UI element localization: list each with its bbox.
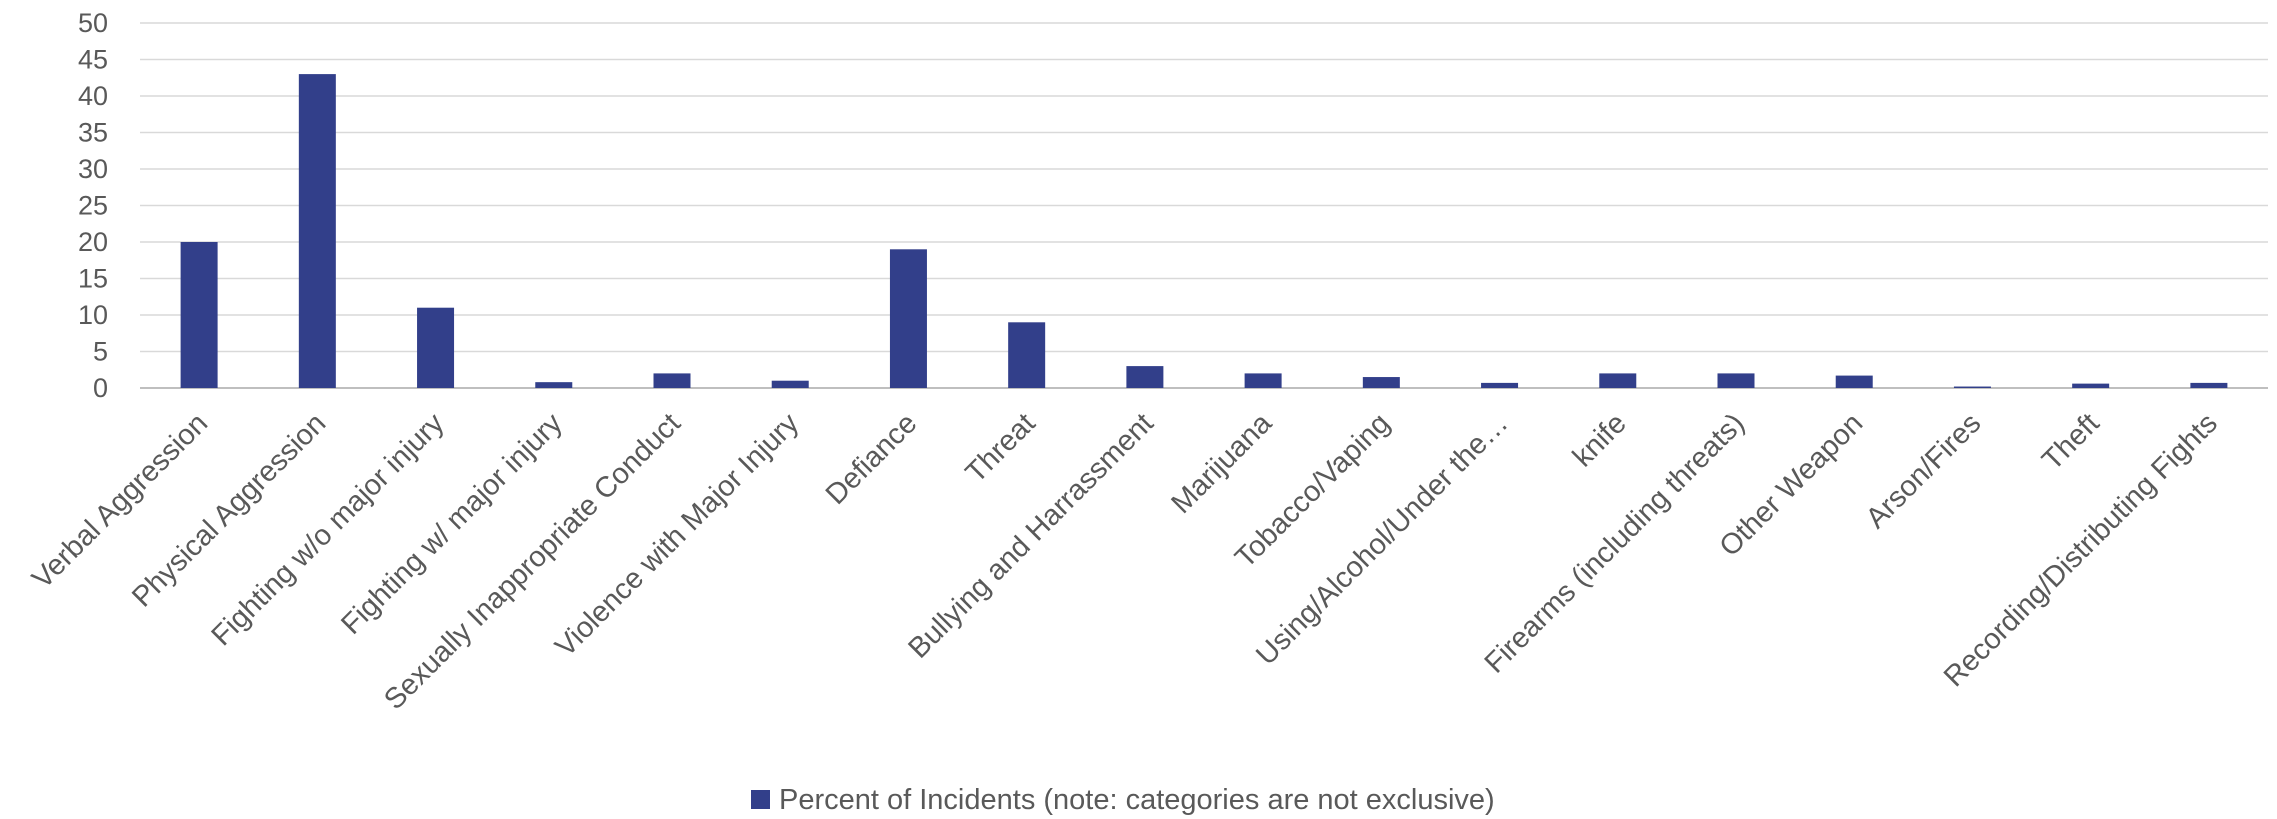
bar [1835, 375, 1873, 388]
bar [2190, 382, 2228, 388]
bar [1244, 373, 1282, 388]
y-tick-label: 10 [78, 300, 108, 330]
bar [417, 307, 455, 388]
y-tick-label: 15 [78, 264, 108, 294]
bar [889, 249, 927, 388]
x-category-label: Fighting w/o major injury [206, 407, 451, 652]
y-tick-label: 20 [78, 227, 108, 257]
x-category-label: knife [1567, 407, 1633, 473]
legend-swatch [751, 790, 770, 809]
bar [1008, 322, 1046, 388]
x-category-label: Threat [960, 407, 1042, 489]
x-category-label: Physical Aggression [126, 407, 332, 613]
legend: Percent of Incidents (note: categories a… [751, 784, 1495, 816]
x-category-label: Fighting w/ major injury [335, 407, 569, 641]
bar [1362, 377, 1400, 388]
x-category-label: Violence with Major Injury [549, 407, 805, 663]
bar [1599, 373, 1637, 388]
bar [1953, 386, 1991, 388]
x-category-label: Firearms (including threats) [1479, 407, 1751, 679]
y-tick-label: 30 [78, 154, 108, 184]
x-category-label: Bullying and Harrassment [902, 407, 1159, 664]
x-category-label: Defiance [820, 407, 924, 511]
y-axis-tick-labels: 0 5 10 15 20 25 30 35 40 45 50 [78, 8, 108, 403]
bar [1126, 366, 1164, 388]
bar [771, 380, 809, 388]
bar [653, 373, 691, 388]
gridlines [140, 22, 2268, 389]
y-tick-label: 50 [78, 8, 108, 38]
legend-label: Percent of Incidents (note: categories a… [779, 784, 1495, 816]
bar [298, 74, 336, 388]
x-category-label: Theft [2036, 407, 2105, 476]
y-tick-label: 5 [93, 337, 108, 367]
bar [180, 242, 218, 388]
x-category-label: Using/Alcohol/Under the… [1250, 407, 1514, 671]
y-tick-label: 40 [78, 81, 108, 111]
y-tick-label: 25 [78, 191, 108, 221]
x-category-label: Marijuana [1165, 407, 1278, 520]
bars [180, 74, 2228, 388]
y-tick-label: 0 [93, 373, 108, 403]
y-tick-label: 45 [78, 45, 108, 75]
bar [2072, 383, 2110, 388]
y-tick-label: 35 [78, 118, 108, 148]
bar [535, 382, 573, 388]
bar [1717, 373, 1755, 388]
x-category-label: Arson/Fires [1860, 407, 1987, 534]
bar [1481, 382, 1519, 388]
